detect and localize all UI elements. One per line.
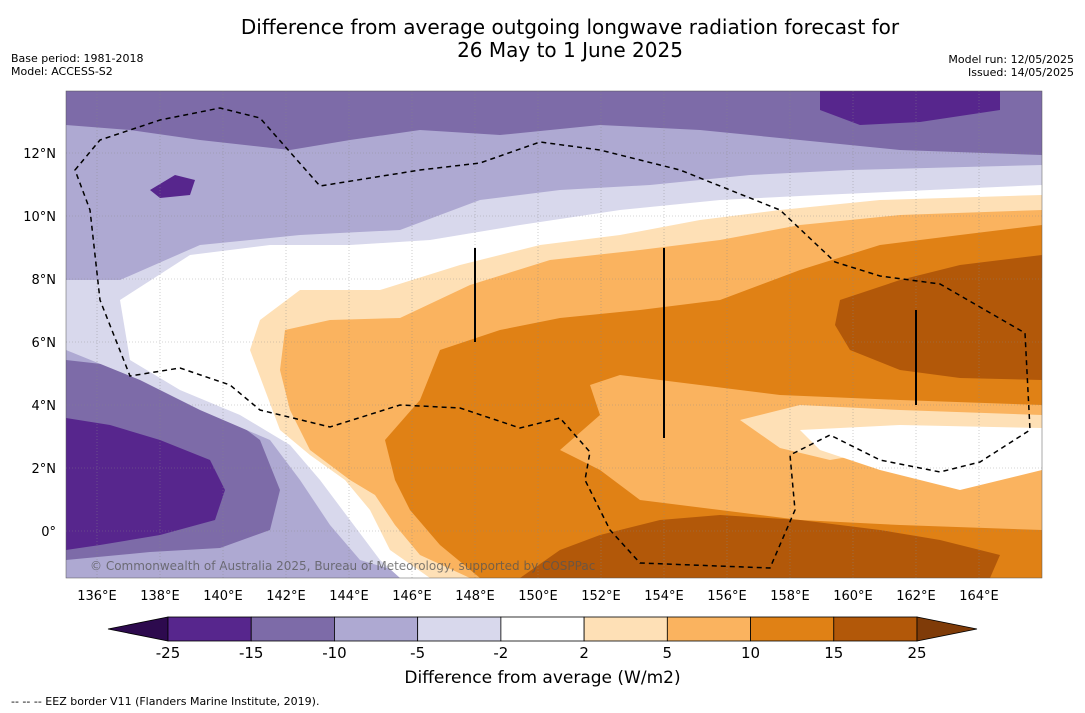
colorbar-tick-label: -5 xyxy=(410,644,425,662)
colorbar-bin xyxy=(833,616,918,642)
model-run: Model run: 12/05/2025 xyxy=(948,53,1074,66)
band-minus15-west xyxy=(66,418,225,550)
colorbar-bin xyxy=(500,616,585,642)
patch-minus15 xyxy=(150,175,195,198)
meta-left: Base period: 1981-2018 Model: ACCESS-S2 xyxy=(11,52,143,78)
colorbar: -25 -15 -10 -5 -2 2 5 10 15 25 xyxy=(107,616,978,662)
lon-label: 136°E xyxy=(77,589,117,604)
lat-label: 8°N xyxy=(32,273,57,288)
lon-label: 144°E xyxy=(329,589,369,604)
colorbar-tick-label: 5 xyxy=(663,644,673,662)
lat-labels: 12°N 10°N 8°N 6°N 4°N 2°N 0° xyxy=(23,147,56,540)
colorbar-title: Difference from average (W/m2) xyxy=(404,668,681,688)
lat-label: 0° xyxy=(41,525,56,540)
lon-label: 140°E xyxy=(203,589,243,604)
colorbar-bin xyxy=(666,616,751,642)
band-plus15-plus25-south xyxy=(520,515,1000,578)
band-minus15-north xyxy=(820,91,1000,125)
lat-label: 12°N xyxy=(23,147,56,162)
map-title-line1: Difference from average outgoing longwav… xyxy=(240,15,900,39)
lat-label: 6°N xyxy=(32,336,57,351)
lon-labels: 136°E 138°E 140°E 142°E 144°E 146°E 148°… xyxy=(77,589,999,604)
band-neutral-east xyxy=(800,425,1042,490)
lon-label: 164°E xyxy=(959,589,999,604)
base-period: Base period: 1981-2018 xyxy=(11,52,144,65)
lon-label: 146°E xyxy=(392,589,432,604)
colorbar-bin xyxy=(334,616,419,642)
band-minus10-minus15-north xyxy=(66,91,1042,155)
lon-label: 162°E xyxy=(896,589,936,604)
eez-legend-note: -- -- -- EEZ border V11 (Flanders Marine… xyxy=(11,695,320,708)
vertical-markers xyxy=(474,248,917,438)
lat-label: 4°N xyxy=(32,399,57,414)
lon-label: 150°E xyxy=(518,589,558,604)
band-plus15-plus25-east xyxy=(835,255,1042,380)
eez-borders xyxy=(74,107,1031,569)
graticule xyxy=(66,91,1042,578)
lon-label: 138°E xyxy=(140,589,180,604)
map-title-line2: 26 May to 1 June 2025 xyxy=(457,38,683,62)
colorbar-tick-label: 25 xyxy=(907,644,926,662)
colorbar-tick-label: 15 xyxy=(824,644,843,662)
model-name: Model: ACCESS-S2 xyxy=(11,65,113,78)
colorbar-tick-label: -10 xyxy=(322,644,347,662)
lon-label: 154°E xyxy=(644,589,684,604)
lon-label: 148°E xyxy=(455,589,495,604)
colorbar-bin xyxy=(417,616,502,642)
colorbar-bin xyxy=(750,616,835,642)
issued-date: Issued: 14/05/2025 xyxy=(967,66,1074,79)
lon-label: 152°E xyxy=(581,589,621,604)
meta-right: Model run: 12/05/2025 Issued: 14/05/2025 xyxy=(948,53,1074,79)
colorbar-bin xyxy=(167,616,252,642)
copyright-text: © Commonwealth of Australia 2025, Bureau… xyxy=(90,559,595,573)
colorbar-tick-label: -2 xyxy=(493,644,508,662)
colorbar-tick-label: -15 xyxy=(239,644,264,662)
map-frame xyxy=(65,90,1043,579)
lon-label: 160°E xyxy=(833,589,873,604)
colorbar-bin xyxy=(583,616,668,642)
lat-label: 10°N xyxy=(23,210,56,225)
lon-label: 142°E xyxy=(266,589,306,604)
colorbar-bin xyxy=(250,616,335,642)
lon-label: 158°E xyxy=(770,589,810,604)
anomaly-field xyxy=(66,91,1042,578)
colorbar-tick-label: -25 xyxy=(156,644,181,662)
lon-label: 156°E xyxy=(707,589,747,604)
lat-label: 2°N xyxy=(32,462,57,477)
colorbar-tick-label: 2 xyxy=(579,644,589,662)
colorbar-extend-max xyxy=(916,616,978,642)
colorbar-extend-min xyxy=(107,616,169,642)
colorbar-tick-label: 10 xyxy=(741,644,760,662)
